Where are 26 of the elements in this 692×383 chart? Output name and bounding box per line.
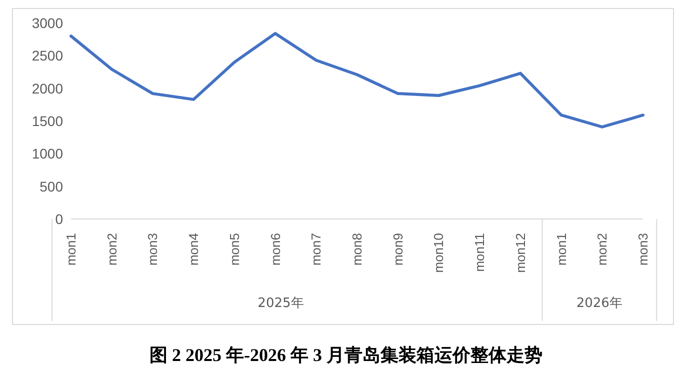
text: 2025年: [258, 296, 304, 311]
y-tick-label: 1500: [32, 112, 64, 129]
y-tick-label: 2500: [32, 48, 64, 64]
x-tick-label: mon3: [636, 233, 650, 266]
x-tick-label: mon9: [390, 233, 406, 266]
x-tick-label: mon4: [186, 233, 202, 266]
x-tick-label: mon8: [350, 233, 364, 266]
y-tick-label: 500: [40, 178, 64, 194]
y-tick-label: 2000: [32, 80, 64, 96]
line-series: [70, 32, 644, 128]
x-tick-label: mon7: [308, 233, 324, 266]
text: 2026年: [576, 296, 622, 311]
x-tick-label: mon1: [554, 233, 569, 266]
x-tick-label: mon2: [594, 233, 610, 266]
y-tick-label: 1000: [32, 146, 64, 162]
x-tick-label: mon11: [472, 233, 488, 272]
x-tick-label: mon3: [145, 233, 160, 266]
y-tick-label: 0: [55, 210, 64, 227]
x-tick-label: mon2: [104, 233, 120, 266]
x-tick-label: mon10: [431, 233, 446, 273]
text: 图 2 2025 年-2026 年 3 月青岛集装箱运价整体走势: [148, 344, 544, 367]
x-tick-label: mon12: [512, 233, 528, 273]
x-tick-label: mon5: [226, 233, 242, 266]
y-tick-label: 3000: [32, 14, 64, 31]
x-tick-label: mon1: [64, 233, 78, 266]
x-tick-label: mon6: [268, 233, 283, 266]
